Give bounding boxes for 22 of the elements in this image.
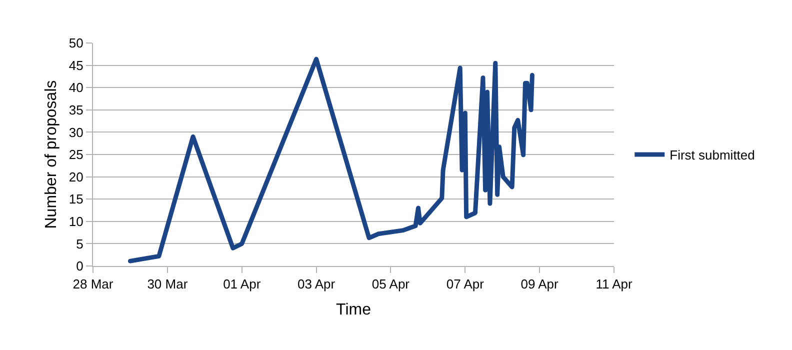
y-tick-label: 30: [68, 124, 84, 140]
y-tick-label: 50: [68, 36, 84, 51]
y-axis-title: Number of proposals: [42, 80, 60, 229]
x-tick-label: 03 Apr: [297, 276, 336, 292]
y-tick-label: 35: [68, 102, 84, 118]
y-tick-label: 0: [76, 258, 84, 274]
x-tick-label: 07 Apr: [446, 276, 485, 292]
y-tick-label: 20: [68, 169, 84, 184]
y-tick-label: 10: [68, 214, 84, 229]
legend-label: First submitted: [670, 148, 755, 163]
x-axis-title: Time: [336, 301, 372, 318]
y-tick-label: 15: [68, 192, 84, 207]
x-tick-label: 01 Apr: [223, 276, 262, 292]
y-tick-label: 5: [76, 236, 84, 252]
x-tick-label: 30 Mar: [147, 276, 188, 292]
x-tick-label: 09 Apr: [520, 276, 560, 292]
x-tick-label: 11 Apr: [596, 276, 633, 292]
y-tick-label: 45: [68, 58, 84, 73]
y-tick-label: 40: [68, 80, 84, 96]
x-tick-label: 05 Apr: [372, 276, 410, 292]
y-tick-label: 25: [68, 147, 84, 162]
x-tick-label: 28 Mar: [72, 276, 114, 292]
